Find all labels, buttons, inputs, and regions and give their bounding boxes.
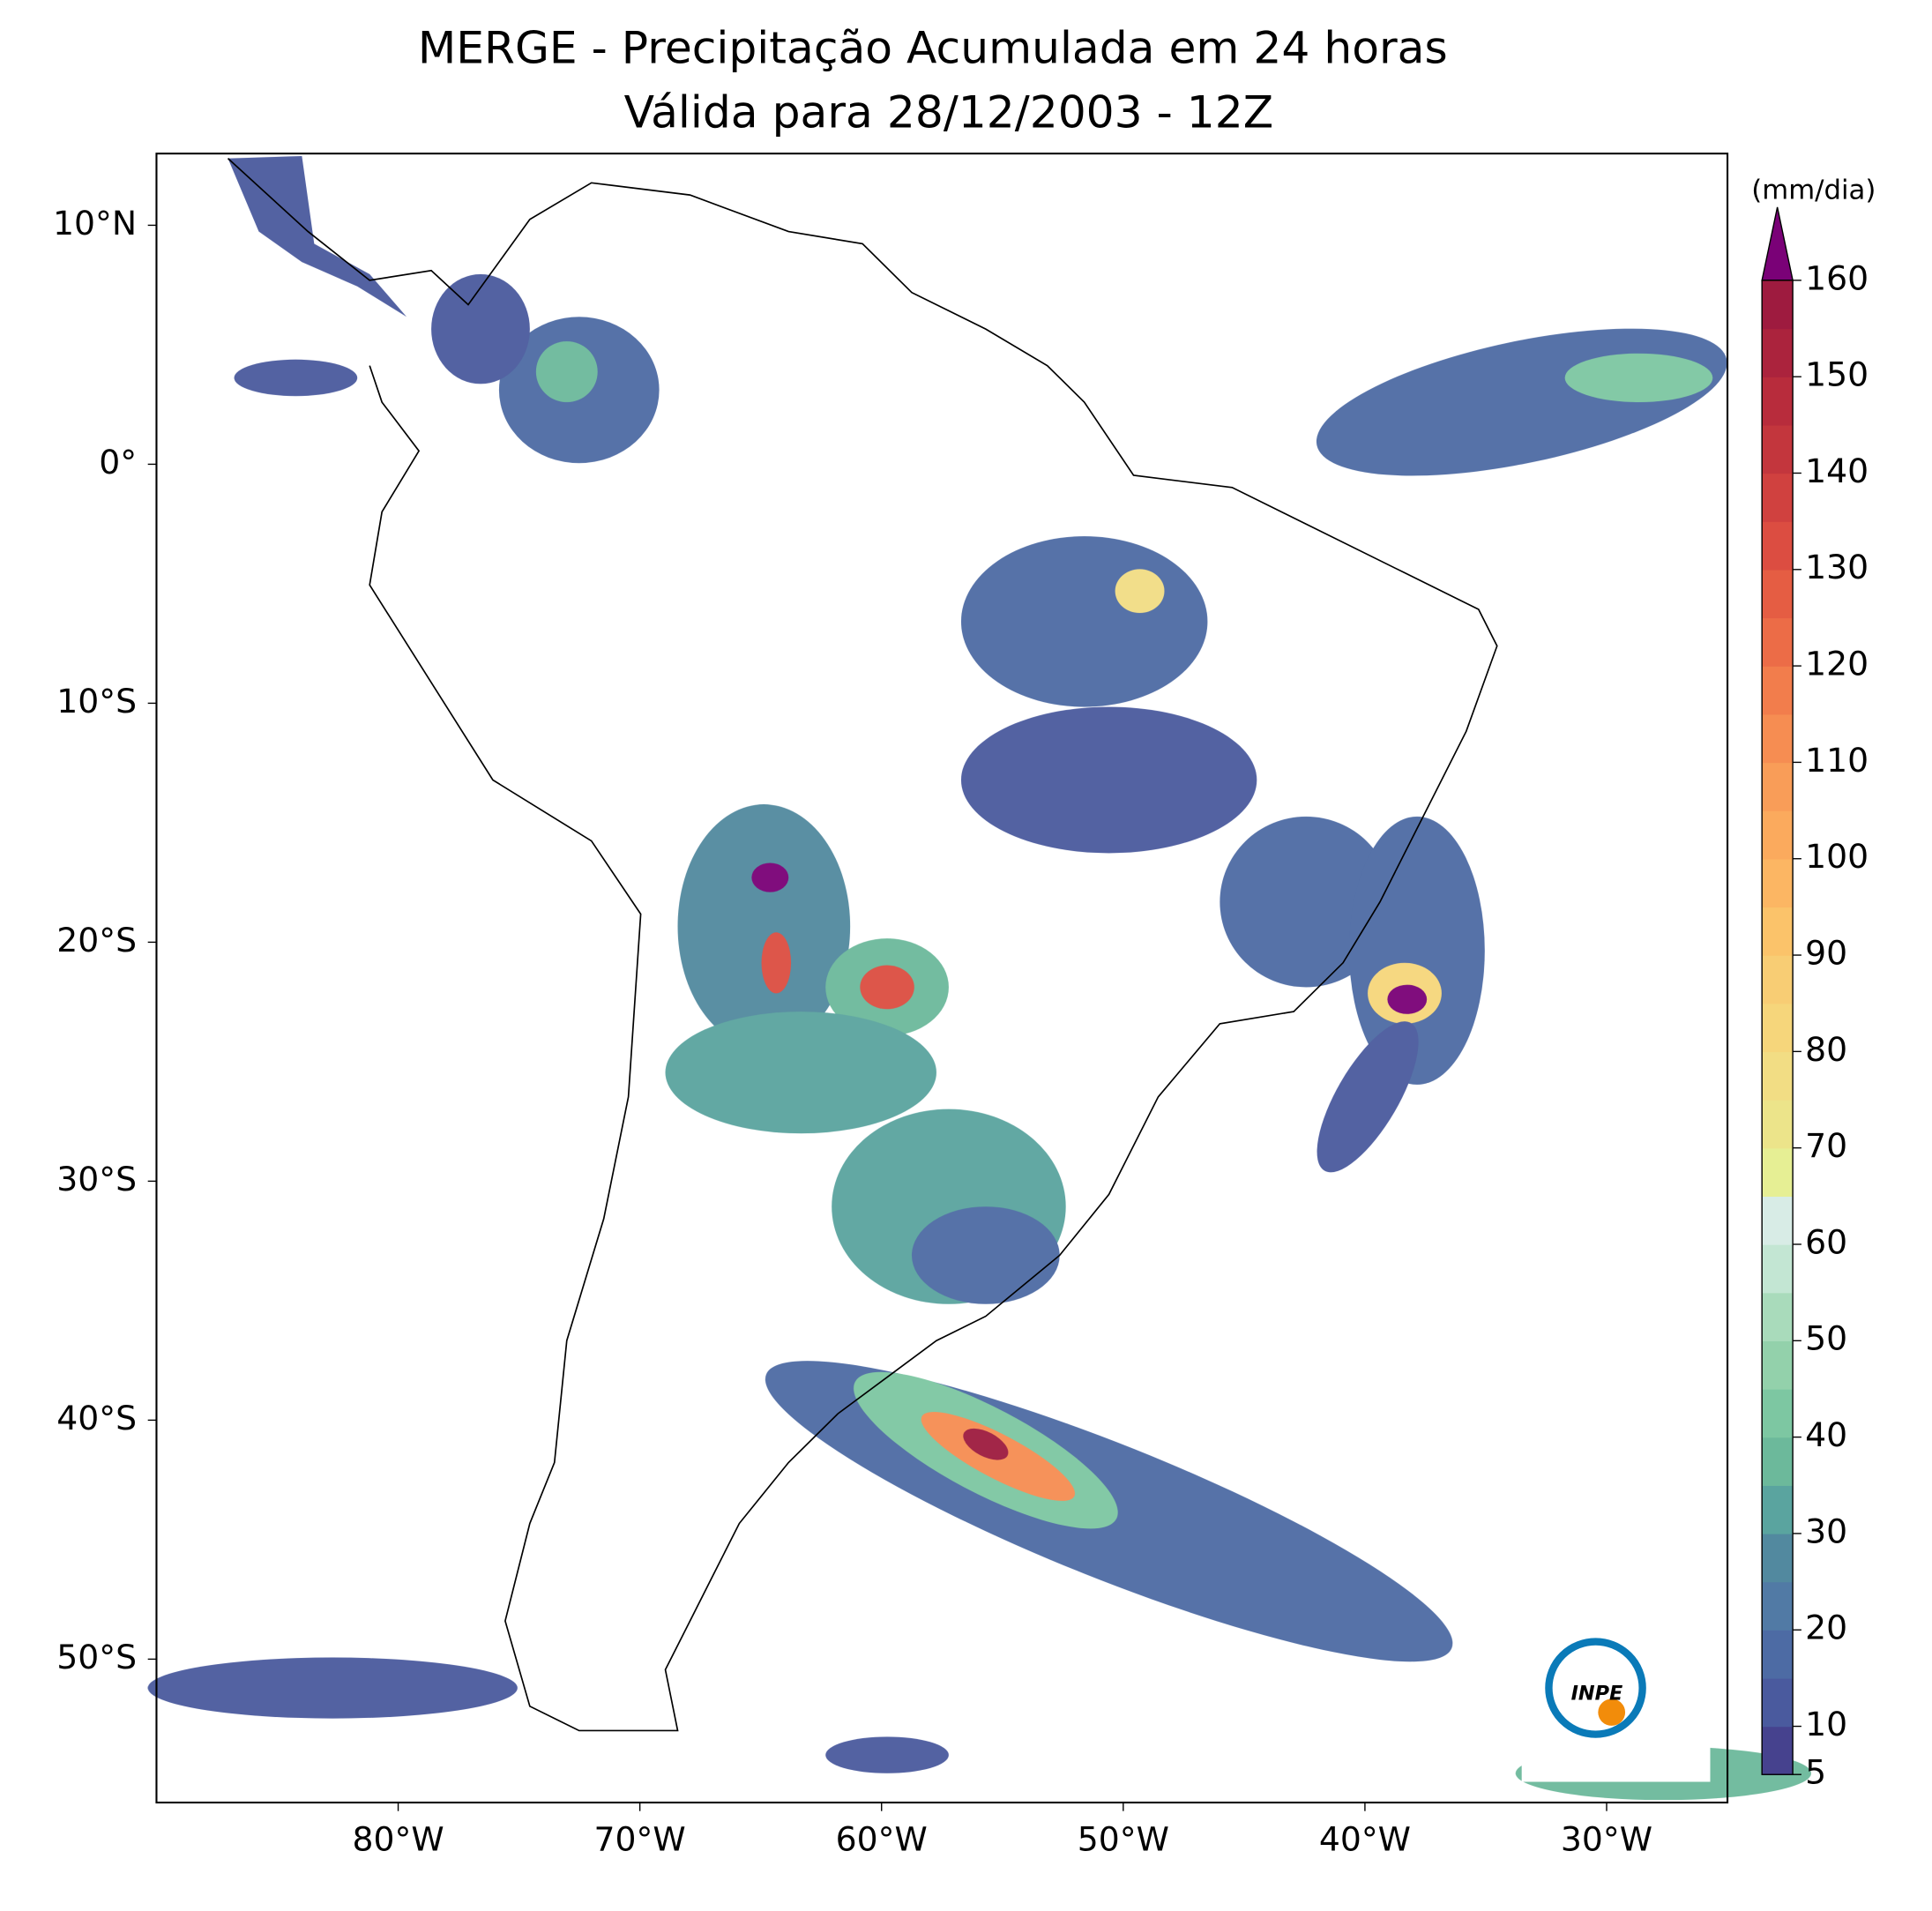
title: MERGE - Precipitação Acumulada em 24 hor… [418,23,1448,74]
x-tick-label: 70°W [594,1820,686,1859]
colorbar-band [1762,1726,1794,1775]
colorbar-tick-label: 50 [1805,1319,1847,1358]
y-tick-label: 20°S [56,921,137,959]
colorbar-band [1762,1243,1794,1294]
logo-text: INPE [1571,1683,1623,1706]
colorbar-extend [1761,206,1794,281]
colorbar-tick-label: 110 [1805,741,1869,780]
colorbar-tick-label: 20 [1805,1609,1847,1647]
colorbar-band [1762,617,1794,667]
colorbar-tick-label: 10 [1805,1705,1847,1743]
colorbar-band [1762,762,1794,811]
colorbar-band [1762,424,1794,474]
precipitation [147,155,1812,1801]
colorbar-frame [1761,280,1794,1775]
colorbar-band [1762,1051,1794,1101]
colorbar-label: (mm/dia) [1751,175,1876,206]
colorbar-band [1762,569,1794,619]
colorbar-band [1762,1388,1794,1438]
colorbar-tick-label: 30 [1805,1512,1847,1551]
subtitle: Válida para 28/12/2003 - 12Z [624,87,1274,138]
colorbar-tick-label: 70 [1805,1126,1847,1165]
x-tick-label: 80°W [352,1820,444,1859]
colorbar-tick-label: 60 [1805,1223,1847,1262]
colorbar-band [1762,377,1794,426]
y-tick-label: 30°S [56,1160,137,1198]
colorbar-band [1762,280,1794,330]
logo-ring [1545,1638,1646,1738]
x-tick-label: 30°W [1561,1820,1652,1859]
colorbar-tick-label: 40 [1805,1415,1847,1454]
colorbar-tick-label: 80 [1805,1030,1847,1069]
colorbar-band [1762,858,1794,908]
colorbar-band [1762,1292,1794,1341]
y-tick-label: 50°S [56,1638,137,1676]
colorbar-band [1762,1196,1794,1245]
colorbar-band [1762,955,1794,1004]
colorbar-band [1762,1533,1794,1583]
colorbar-tick-label: 140 [1805,452,1869,490]
colorbar-band [1762,713,1794,764]
logo-dot [1598,1698,1626,1726]
colorbar-band [1762,907,1794,956]
x-tick-label: 60°W [836,1820,928,1859]
y-tick-label: 10°S [56,682,137,720]
colorbar-band [1762,1677,1794,1728]
x-tick-label: 50°W [1078,1820,1169,1859]
colorbar-band [1762,1003,1794,1053]
y-tick-label: 40°S [56,1399,137,1437]
colorbar-band [1762,1340,1794,1390]
colorbar-tick-label: 120 [1805,645,1869,683]
colorbar-band [1762,666,1794,715]
colorbar-band [1762,1581,1794,1631]
colorbar-tick-label: 5 [1805,1753,1826,1792]
colorbar-tick-label: 160 [1805,258,1869,297]
colorbar-band [1762,328,1794,377]
colorbar-band [1762,473,1794,522]
x-tick-label: 40°W [1319,1820,1411,1859]
colorbar-band [1762,1147,1794,1198]
colorbar-band [1762,810,1794,860]
colorbar-tick-label: 150 [1805,355,1869,394]
coastline [227,158,1498,1732]
y-tick-label: 10°N [53,204,137,243]
colorbar-band [1762,1437,1794,1486]
colorbar-band [1762,1485,1794,1534]
map-frame [155,153,1729,1804]
colorbar-band [1762,1630,1794,1679]
y-tick-label: 0° [99,443,137,481]
colorbar-tick-label: 100 [1805,837,1869,876]
colorbar-band [1762,521,1794,571]
colorbar-tick-label: 130 [1805,548,1869,586]
colorbar-band [1762,1100,1794,1149]
colorbar-tick-label: 90 [1805,934,1847,973]
